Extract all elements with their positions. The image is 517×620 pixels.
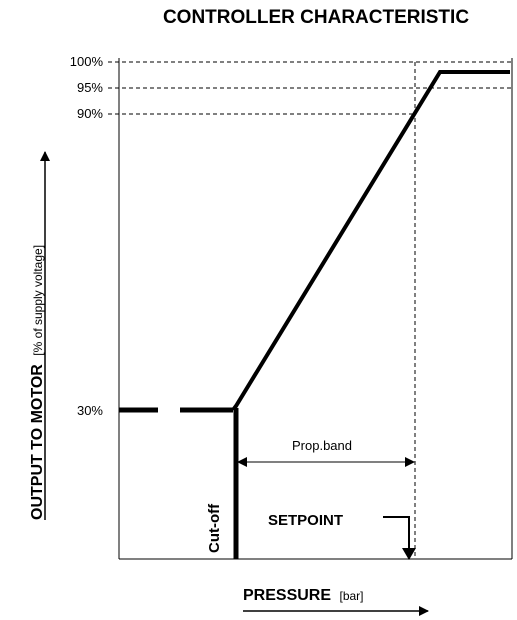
series <box>119 70 510 559</box>
x-axis-label-main: PRESSURE <box>243 587 331 604</box>
prop-band-label: Prop.band <box>292 438 352 453</box>
reference-lines <box>108 61 512 559</box>
setpoint-annotation: SETPOINT <box>268 512 416 560</box>
prop-band-annotation: Prop.band <box>237 438 415 467</box>
y-tick-label-90: 90% <box>77 106 103 121</box>
chart-title: CONTROLLER CHARACTERISTIC <box>163 7 469 28</box>
y-axis-label-group: OUTPUT TO MOTOR [% of supply voltage] <box>29 151 50 520</box>
y-axis-label-main: OUTPUT TO MOTOR <box>29 364 46 520</box>
x-axis-label-group: PRESSURE [bar] <box>243 587 429 616</box>
y-axis-label-sub: [% of supply voltage] <box>31 245 45 356</box>
y-tick-label-100: 100% <box>70 54 104 69</box>
x-axis-label: PRESSURE [bar] <box>243 587 364 604</box>
cutoff-label: Cut-off <box>206 503 223 553</box>
y-tick-label-30: 30% <box>77 403 103 418</box>
characteristic-line <box>231 70 510 412</box>
axes <box>118 58 513 560</box>
y-tick-label-95: 95% <box>77 80 103 95</box>
setpoint-label: SETPOINT <box>268 512 343 529</box>
y-tick-labels: 100% 95% 90% 30% <box>70 54 104 418</box>
setpoint-arrow-head <box>402 548 416 560</box>
setpoint-arrow-line <box>383 516 410 552</box>
x-axis-label-sub: [bar] <box>339 589 363 603</box>
y-axis-label: OUTPUT TO MOTOR [% of supply voltage] <box>29 245 46 520</box>
